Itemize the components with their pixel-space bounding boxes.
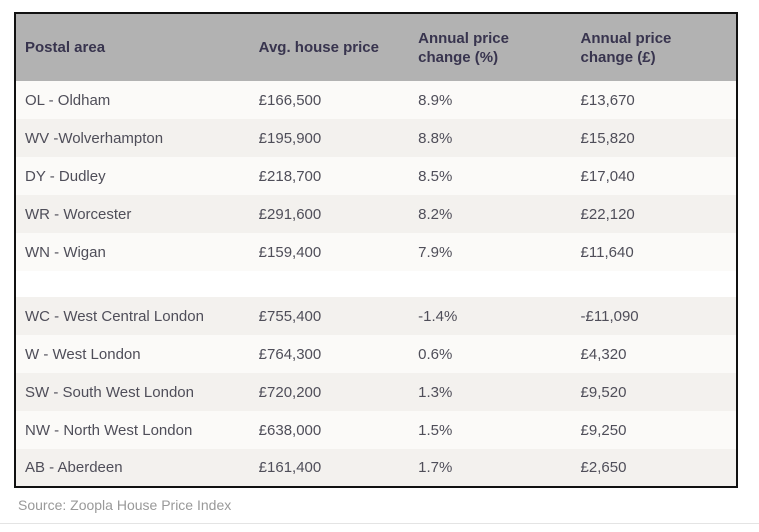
table-body: OL - Oldham £166,500 8.9% £13,670 WV -Wo… [15, 81, 737, 487]
pct-change-cell: -1.4% [418, 307, 458, 325]
pct-change-cell: 1.5% [418, 421, 453, 439]
avg-price-cell: £195,900 [258, 129, 322, 147]
column-header-postal-area: Postal area [15, 13, 259, 81]
house-price-table: Postal area Avg. house price Annual pric… [14, 12, 738, 488]
postal-area-cell: WC - West Central London [25, 307, 204, 325]
pct-change-cell: 8.8% [418, 129, 453, 147]
gbp-change-cell: £13,670 [580, 91, 635, 109]
postal-area-cell: SW - South West London [25, 383, 194, 401]
table-row: WV -Wolverhampton £195,900 8.8% £15,820 [15, 119, 737, 157]
avg-price-cell: £720,200 [258, 383, 322, 401]
table-row: NW - North West London £638,000 1.5% £9,… [15, 411, 737, 449]
column-header-label: Annual price change (%) [418, 29, 509, 66]
postal-area-cell: WN - Wigan [25, 243, 106, 261]
column-header-label: Avg. house price [258, 39, 379, 56]
avg-price-cell: £291,600 [258, 205, 322, 223]
separator-cell [15, 271, 737, 297]
avg-price-cell: £166,500 [258, 91, 322, 109]
table-row: WN - Wigan £159,400 7.9% £11,640 [15, 233, 737, 271]
table-row: WR - Worcester £291,600 8.2% £22,120 [15, 195, 737, 233]
pct-change-cell: 8.9% [418, 91, 453, 109]
postal-area-cell: WR - Worcester [25, 205, 132, 223]
avg-price-cell: £764,300 [258, 345, 322, 363]
gbp-change-cell: £15,820 [580, 129, 635, 147]
column-header-label: Postal area [25, 39, 106, 56]
postal-area-cell: NW - North West London [25, 421, 193, 439]
avg-price-cell: £638,000 [258, 421, 322, 439]
table-row: SW - South West London £720,200 1.3% £9,… [15, 373, 737, 411]
column-header-avg-price: Avg. house price [258, 13, 419, 81]
table-row: OL - Oldham £166,500 8.9% £13,670 [15, 81, 737, 119]
postal-area-cell: W - West London [25, 345, 141, 363]
table-row: W - West London £764,300 0.6% £4,320 [15, 335, 737, 373]
group-separator-row [15, 271, 737, 297]
column-header-change-pct: Annual price change (%) [418, 13, 581, 81]
pct-change-cell: 1.7% [418, 459, 453, 476]
avg-price-cell: £159,400 [258, 243, 322, 261]
table-row: AB - Aberdeen £161,400 1.7% £2,650 [15, 449, 737, 487]
gbp-change-cell: £2,650 [580, 459, 627, 476]
postal-area-cell: DY - Dudley [25, 167, 106, 185]
postal-area-cell: AB - Aberdeen [25, 459, 123, 476]
avg-price-cell: £755,400 [258, 307, 322, 325]
figure-container: Postal area Avg. house price Annual pric… [14, 12, 738, 513]
pct-change-cell: 1.3% [418, 383, 453, 401]
avg-price-cell: £218,700 [258, 167, 322, 185]
column-header-change-gbp: Annual price change (£) [580, 13, 737, 81]
gbp-change-cell: £9,250 [580, 421, 627, 439]
header-row: Postal area Avg. house price Annual pric… [15, 13, 737, 81]
avg-price-cell: £161,400 [258, 459, 322, 476]
source-attribution: Source: Zoopla House Price Index [18, 497, 232, 513]
postal-area-cell: OL - Oldham [25, 91, 111, 109]
bottom-divider [0, 523, 759, 524]
gbp-change-cell: £22,120 [580, 205, 635, 223]
table-header: Postal area Avg. house price Annual pric… [15, 13, 737, 81]
postal-area-cell: WV -Wolverhampton [25, 129, 164, 147]
gbp-change-cell: £4,320 [580, 345, 627, 363]
table-row: WC - West Central London £755,400 -1.4% … [15, 297, 737, 335]
pct-change-cell: 8.5% [418, 167, 453, 185]
gbp-change-cell: -£11,090 [580, 307, 639, 325]
pct-change-cell: 8.2% [418, 205, 453, 223]
gbp-change-cell: £9,520 [580, 383, 627, 401]
pct-change-cell: 0.6% [418, 345, 453, 363]
table-row: DY - Dudley £218,700 8.5% £17,040 [15, 157, 737, 195]
gbp-change-cell: £11,640 [580, 243, 634, 261]
column-header-label: Annual price change (£) [580, 29, 672, 66]
gbp-change-cell: £17,040 [580, 167, 635, 185]
pct-change-cell: 7.9% [418, 243, 453, 261]
